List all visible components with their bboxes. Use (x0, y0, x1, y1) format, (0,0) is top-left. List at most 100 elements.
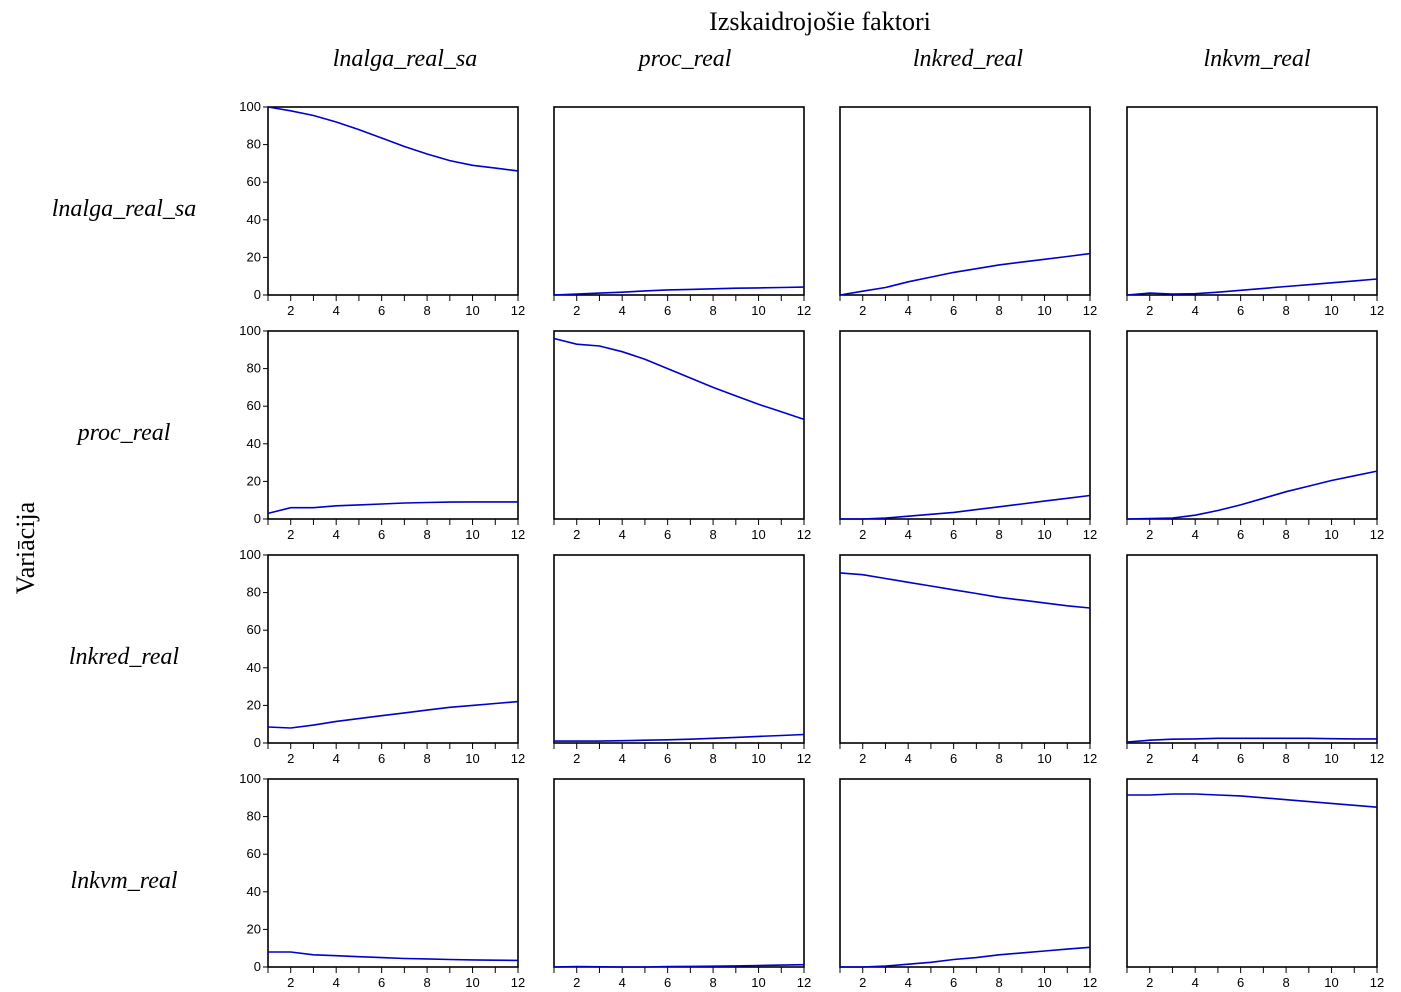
x-tick-label: 10 (465, 975, 479, 990)
x-tick-label: 8 (709, 303, 716, 318)
x-tick-label: 4 (1192, 527, 1199, 542)
series-line (554, 733, 805, 742)
x-tick-label: 4 (905, 303, 912, 318)
x-tick-label: 8 (995, 975, 1002, 990)
y-tick-label: 80 (247, 137, 261, 152)
panel-lnkred_real-by-lnkvm_real: 2 4 6 8 10 12 (1126, 554, 1384, 766)
x-tick-label: 8 (709, 527, 716, 542)
x-tick-label: 4 (905, 751, 912, 766)
x-tick-label: 10 (1324, 975, 1338, 990)
panel-frame (1126, 330, 1378, 520)
x-tick-label: 6 (950, 975, 957, 990)
panel-grid: lnalga_real_sa proc_real lnkred_real lnkvm_… (52, 46, 1384, 990)
panel-lnalga_real_sa-by-lnkred_real: 2 4 6 8 10 12 (839, 106, 1097, 318)
x-tick-label: 10 (1324, 751, 1338, 766)
x-tick-label: 10 (751, 527, 765, 542)
y-tick-label: 80 (247, 585, 261, 600)
x-tick-label: 4 (619, 975, 626, 990)
panel-proc_real-by-lnkred_real: 2 4 6 8 10 12 (839, 330, 1097, 542)
x-tick-label: 12 (797, 527, 811, 542)
y-tick-label: 60 (247, 398, 261, 413)
x-tick-label: 6 (950, 303, 957, 318)
y-tick-label: 100 (239, 99, 261, 114)
x-tick-label: 2 (859, 975, 866, 990)
x-tick-label: 8 (423, 527, 430, 542)
series-line (267, 106, 519, 172)
x-tick-label: 10 (1037, 303, 1051, 318)
x-tick-label: 4 (619, 751, 626, 766)
column-header: proc_real (637, 46, 732, 72)
x-tick-label: 8 (423, 303, 430, 318)
series-line (268, 951, 519, 962)
y-tick-label: 40 (247, 212, 261, 227)
x-tick-label: 8 (995, 527, 1002, 542)
x-tick-label: 4 (1192, 751, 1199, 766)
x-tick-label: 6 (664, 303, 671, 318)
x-tick-label: 12 (1083, 975, 1097, 990)
x-tick-label: 10 (465, 303, 479, 318)
y-tick-label: 0 (254, 735, 261, 750)
x-tick-label: 8 (1282, 975, 1289, 990)
series-line (267, 501, 518, 515)
x-tick-label: 10 (1324, 527, 1338, 542)
y-tick-label: 20 (247, 249, 261, 264)
x-tick-label: 2 (287, 527, 294, 542)
y-tick-label: 0 (254, 287, 261, 302)
x-tick-label: 10 (1037, 975, 1051, 990)
x-tick-label: 8 (995, 303, 1002, 318)
series-line (553, 337, 805, 421)
panel-frame (839, 554, 1091, 744)
column-header: lnalga_real_sa (333, 46, 477, 72)
row-header: proc_real (76, 420, 171, 446)
y-tick-label: 100 (239, 771, 261, 786)
x-tick-label: 6 (378, 527, 385, 542)
panel-frame (1126, 778, 1378, 968)
x-tick-label: 12 (1370, 975, 1384, 990)
x-tick-label: 2 (573, 751, 580, 766)
panel-lnkvm_real-by-lnalga_real_sa: 2 4 6 8 10 12 0 20 40 60 80 100 (239, 771, 525, 990)
panel-frame (839, 106, 1091, 296)
x-tick-label: 4 (333, 975, 340, 990)
x-tick-label: 8 (709, 751, 716, 766)
panel-proc_real-by-proc_real: 2 4 6 8 10 12 (553, 330, 811, 542)
series-line (1126, 470, 1378, 520)
row-header: lnkred_real (69, 644, 180, 670)
column-header: lnkred_real (913, 46, 1024, 72)
panel-frame (839, 330, 1091, 520)
y-tick-label: 20 (247, 921, 261, 936)
panel-frame (839, 778, 1091, 968)
panel-frame (267, 554, 519, 744)
x-tick-label: 12 (1370, 527, 1384, 542)
x-tick-label: 4 (905, 975, 912, 990)
x-tick-label: 12 (797, 303, 811, 318)
series-line (1126, 278, 1378, 296)
x-tick-label: 10 (751, 975, 765, 990)
x-tick-label: 10 (1324, 303, 1338, 318)
series-line (840, 946, 1091, 968)
x-tick-label: 8 (1282, 751, 1289, 766)
x-tick-label: 2 (1146, 527, 1153, 542)
x-tick-label: 6 (378, 975, 385, 990)
panel-proc_real-by-lnkvm_real: 2 4 6 8 10 12 (1126, 330, 1384, 542)
x-tick-label: 6 (664, 527, 671, 542)
x-tick-label: 6 (378, 303, 385, 318)
panel-frame (1126, 106, 1378, 296)
x-tick-label: 12 (1370, 303, 1384, 318)
x-tick-label: 8 (1282, 303, 1289, 318)
x-tick-label: 4 (333, 751, 340, 766)
x-tick-label: 6 (950, 751, 957, 766)
panel-lnkvm_real-by-lnkred_real: 2 4 6 8 10 12 (839, 778, 1097, 990)
x-tick-label: 10 (751, 751, 765, 766)
x-tick-label: 6 (378, 751, 385, 766)
x-tick-label: 4 (333, 527, 340, 542)
panel-proc_real-by-lnalga_real_sa: 2 4 6 8 10 12 0 20 40 60 80 100 (239, 323, 525, 542)
x-tick-label: 2 (287, 303, 294, 318)
x-tick-label: 4 (619, 303, 626, 318)
panel-frame (267, 778, 519, 968)
x-tick-label: 10 (751, 303, 765, 318)
series-line (839, 252, 1091, 296)
y-tick-label: 100 (239, 547, 261, 562)
y-tick-label: 40 (247, 660, 261, 675)
x-tick-label: 2 (859, 527, 866, 542)
x-tick-label: 2 (1146, 751, 1153, 766)
